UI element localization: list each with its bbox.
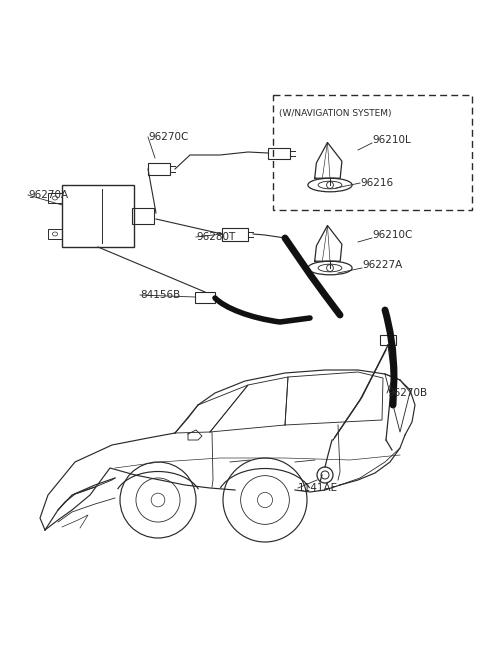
Text: (W/NAVIGATION SYSTEM): (W/NAVIGATION SYSTEM): [279, 109, 392, 118]
Text: 96227A: 96227A: [362, 260, 402, 270]
Bar: [48, 193, 62, 203]
Text: 96280T: 96280T: [196, 232, 235, 242]
Text: 84156B: 84156B: [140, 290, 180, 300]
Bar: [195, 292, 215, 303]
Bar: [273, 95, 472, 210]
Bar: [48, 229, 62, 239]
Bar: [380, 335, 396, 345]
Circle shape: [257, 493, 273, 508]
Text: 96270C: 96270C: [148, 132, 188, 142]
Text: 96216: 96216: [360, 178, 393, 188]
Text: 1141AE: 1141AE: [298, 483, 338, 493]
Bar: [268, 148, 290, 159]
Text: 96210C: 96210C: [372, 230, 412, 240]
Circle shape: [151, 493, 165, 507]
Bar: [148, 163, 170, 175]
Bar: [222, 228, 248, 241]
Text: 96210L: 96210L: [372, 135, 411, 145]
Bar: [62, 185, 134, 247]
Text: 96270A: 96270A: [28, 190, 68, 200]
Text: 96270B: 96270B: [387, 388, 427, 398]
Bar: [132, 208, 154, 224]
